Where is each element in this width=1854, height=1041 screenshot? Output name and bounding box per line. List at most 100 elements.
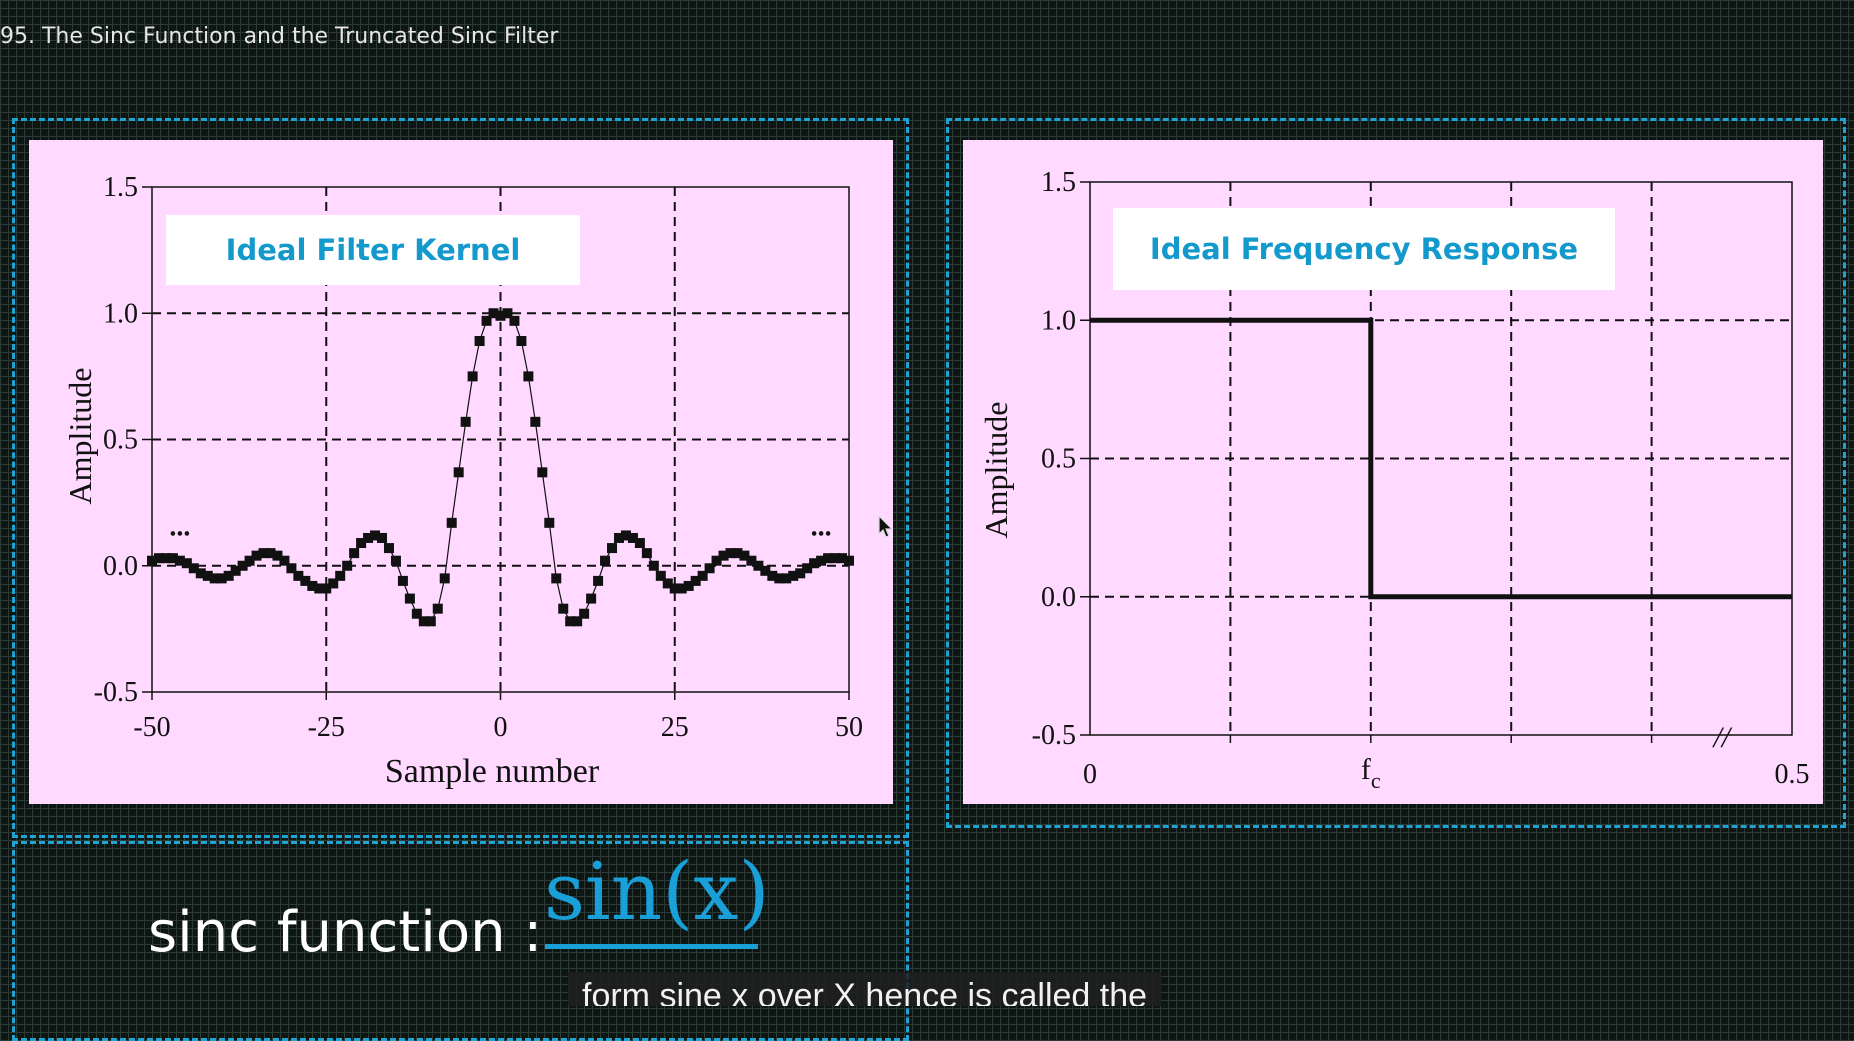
data-point xyxy=(174,555,185,566)
kernel-chart-title: Ideal Filter Kernel xyxy=(166,215,580,285)
data-point xyxy=(711,555,722,566)
data-point xyxy=(286,563,297,574)
y-tick-label: 1.5 xyxy=(1041,167,1076,198)
data-point xyxy=(181,558,192,569)
data-point xyxy=(370,530,381,541)
x-tick-label: -50 xyxy=(133,712,170,743)
data-point xyxy=(453,467,464,478)
data-point xyxy=(383,543,394,554)
x-tick-label: 0 xyxy=(494,712,508,743)
data-point xyxy=(767,570,778,581)
y-tick-label: 1.0 xyxy=(103,298,138,329)
data-point xyxy=(725,548,736,559)
data-point xyxy=(460,416,471,427)
data-point xyxy=(795,568,806,579)
data-point xyxy=(432,603,443,614)
data-point xyxy=(613,532,624,543)
data-point xyxy=(830,553,841,564)
data-point xyxy=(600,555,611,566)
data-point xyxy=(307,580,318,591)
data-point xyxy=(237,560,248,571)
data-point xyxy=(746,555,757,566)
data-point xyxy=(607,543,618,554)
y-tick-label: 0.0 xyxy=(103,551,138,582)
data-point xyxy=(404,593,415,604)
x-tick-label: -25 xyxy=(308,712,345,743)
data-point xyxy=(258,548,269,559)
data-point xyxy=(627,532,638,543)
data-point xyxy=(544,517,555,528)
y-tick-label: 1.0 xyxy=(1041,305,1076,336)
y-tick-label: 0.5 xyxy=(103,425,138,456)
x-tick-label: 0.5 xyxy=(1775,759,1810,790)
data-point xyxy=(648,560,659,571)
data-point xyxy=(509,315,520,326)
y-tick-label: -0.5 xyxy=(94,677,138,708)
data-point xyxy=(579,608,590,619)
data-point xyxy=(788,570,799,581)
x-tick-label: 25 xyxy=(661,712,689,743)
data-point xyxy=(230,565,241,576)
x-tick-label: 0 xyxy=(1083,759,1097,790)
data-point xyxy=(209,573,220,584)
data-point xyxy=(558,603,569,614)
data-point xyxy=(153,553,164,564)
data-point xyxy=(530,416,541,427)
kernel-chart-title-text: Ideal Filter Kernel xyxy=(225,233,521,267)
data-point xyxy=(356,538,367,549)
data-point xyxy=(265,548,276,559)
data-point xyxy=(335,570,346,581)
kernel-chart: Amplitude Sample number 1.5 1.0 0.5 0.0 -0.5… xyxy=(62,172,863,790)
data-point xyxy=(467,371,478,382)
kernel-xlabel: Sample number xyxy=(385,753,600,790)
data-point xyxy=(676,583,687,594)
y-tick-label: 0.0 xyxy=(1041,582,1076,613)
data-point xyxy=(781,573,792,584)
data-point xyxy=(753,560,764,571)
data-point xyxy=(202,570,213,581)
subtitle-caption: form sine x over X hence is called the xyxy=(568,972,1162,1006)
response-chart-title-text: Ideal Frequency Response xyxy=(1149,232,1579,266)
data-point xyxy=(195,568,206,579)
data-point xyxy=(488,308,499,319)
data-point xyxy=(390,555,401,566)
axis-break-mark: // xyxy=(1711,721,1732,754)
data-point xyxy=(802,563,813,574)
data-point xyxy=(697,570,708,581)
data-point xyxy=(662,578,673,589)
x-tick-label: 50 xyxy=(835,712,863,743)
data-point xyxy=(223,570,234,581)
response-chart-panel: Amplitude 1.5 1.0 0.5 0.0 -0.5 0 0.5 fc // Ideal… xyxy=(963,140,1823,804)
data-point xyxy=(363,532,374,543)
data-point xyxy=(774,573,785,584)
data-point xyxy=(823,553,834,564)
data-point xyxy=(425,616,436,627)
sinc-function-label: sinc function : xyxy=(148,900,543,965)
data-point xyxy=(293,570,304,581)
fraction-bar xyxy=(545,944,758,949)
data-point xyxy=(816,555,827,566)
sinc-numerator: sin(x) xyxy=(544,845,770,938)
data-point xyxy=(551,573,562,584)
kernel-chart-frame xyxy=(12,118,909,838)
data-point xyxy=(718,550,729,561)
data-point xyxy=(167,553,178,564)
continuation-mark: ... xyxy=(811,511,832,542)
data-point xyxy=(342,560,353,571)
data-point xyxy=(655,570,666,581)
video-title: 95. The Sinc Function and the Truncated … xyxy=(0,24,559,49)
data-point xyxy=(397,575,408,586)
data-point xyxy=(411,608,422,619)
data-point xyxy=(502,308,513,319)
data-point xyxy=(641,548,652,559)
kernel-chart-panel: Amplitude Sample number 1.5 1.0 0.5 0.0 -0.5… xyxy=(29,140,893,804)
x-tick-label-fc: fc xyxy=(1361,753,1381,793)
data-point xyxy=(537,467,548,478)
y-tick-label: 1.5 xyxy=(103,172,138,203)
data-point xyxy=(160,553,171,564)
data-point xyxy=(669,583,680,594)
data-point xyxy=(586,593,597,604)
data-point xyxy=(446,517,457,528)
data-point xyxy=(279,555,290,566)
data-point xyxy=(272,550,283,561)
